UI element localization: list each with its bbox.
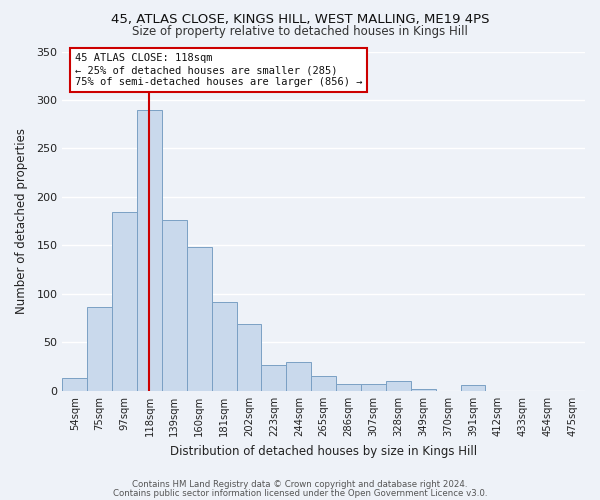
Text: Contains HM Land Registry data © Crown copyright and database right 2024.: Contains HM Land Registry data © Crown c…	[132, 480, 468, 489]
Bar	[461, 385, 485, 391]
Bar	[62, 378, 87, 391]
Bar	[112, 212, 137, 391]
Text: 45 ATLAS CLOSE: 118sqm
← 25% of detached houses are smaller (285)
75% of semi-de: 45 ATLAS CLOSE: 118sqm ← 25% of detached…	[75, 54, 362, 86]
Bar	[311, 376, 336, 391]
Bar	[212, 302, 236, 391]
Bar	[87, 306, 112, 391]
Y-axis label: Number of detached properties: Number of detached properties	[15, 128, 28, 314]
Bar	[361, 384, 386, 391]
Bar	[411, 389, 436, 391]
X-axis label: Distribution of detached houses by size in Kings Hill: Distribution of detached houses by size …	[170, 444, 477, 458]
Bar	[187, 248, 212, 391]
Bar	[236, 324, 262, 391]
Bar	[336, 384, 361, 391]
Text: Size of property relative to detached houses in Kings Hill: Size of property relative to detached ho…	[132, 25, 468, 38]
Bar	[262, 364, 286, 391]
Bar	[162, 220, 187, 391]
Bar	[286, 362, 311, 391]
Bar	[386, 381, 411, 391]
Bar	[137, 110, 162, 391]
Text: 45, ATLAS CLOSE, KINGS HILL, WEST MALLING, ME19 4PS: 45, ATLAS CLOSE, KINGS HILL, WEST MALLIN…	[111, 12, 489, 26]
Text: Contains public sector information licensed under the Open Government Licence v3: Contains public sector information licen…	[113, 488, 487, 498]
